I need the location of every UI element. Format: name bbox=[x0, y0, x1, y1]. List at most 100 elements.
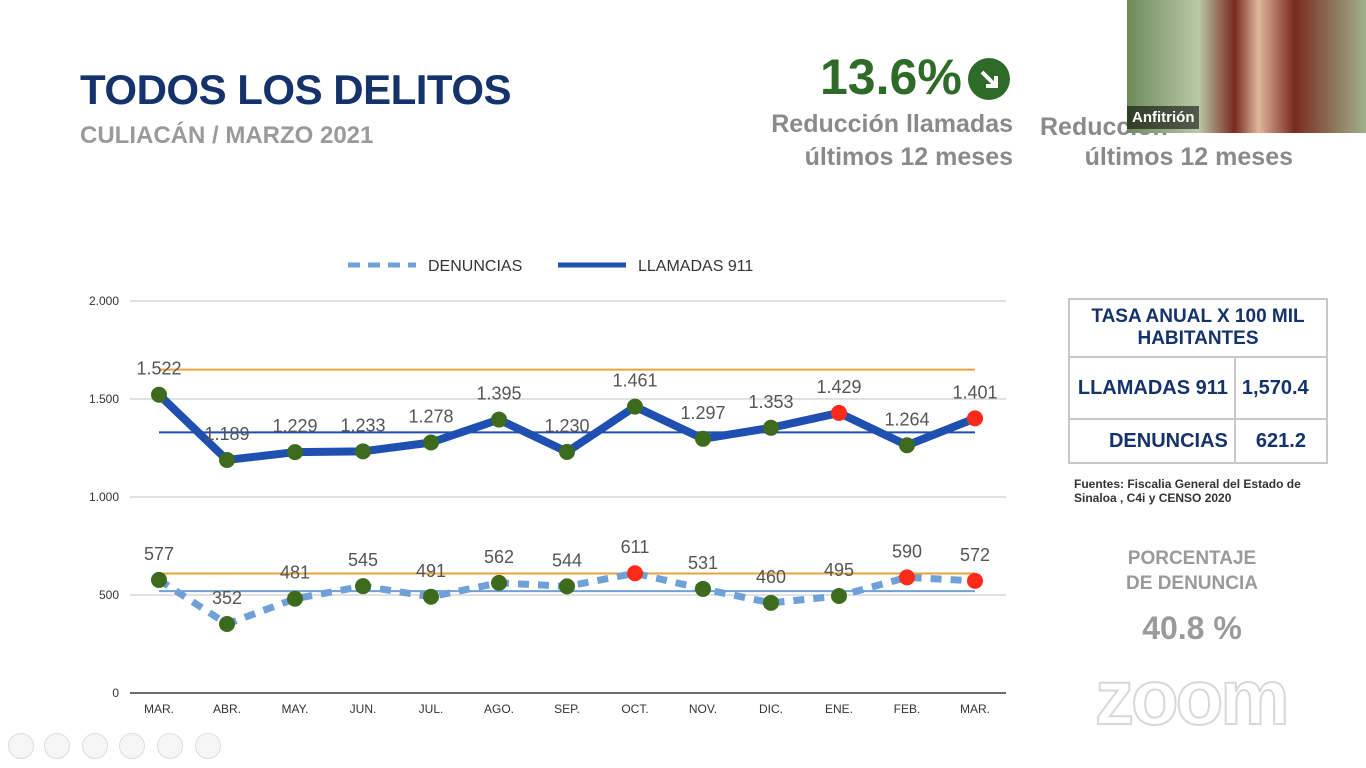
x-tick-label: JUN. bbox=[350, 702, 377, 716]
x-tick-label: MAY. bbox=[282, 702, 309, 716]
data-point bbox=[287, 444, 303, 461]
data-point bbox=[287, 590, 303, 607]
data-point bbox=[151, 386, 167, 403]
y-tick-label: 1.500 bbox=[89, 392, 119, 406]
data-point bbox=[355, 578, 371, 595]
y-tick-label: 1.000 bbox=[89, 490, 119, 504]
zoom-watermark: zoom bbox=[1094, 652, 1291, 742]
data-point bbox=[627, 565, 643, 582]
data-point bbox=[763, 419, 779, 436]
data-point bbox=[423, 588, 439, 605]
data-point bbox=[899, 437, 915, 454]
data-label: 562 bbox=[484, 547, 514, 567]
data-label: 491 bbox=[416, 561, 446, 581]
data-label: 352 bbox=[212, 588, 242, 608]
more-button[interactable] bbox=[195, 733, 221, 759]
x-tick-label: JUL. bbox=[419, 702, 444, 716]
data-point bbox=[899, 569, 915, 586]
data-point bbox=[491, 574, 507, 591]
data-label: 1.522 bbox=[136, 359, 181, 379]
data-label: 531 bbox=[688, 553, 718, 573]
data-label: 1.353 bbox=[748, 392, 793, 412]
kpi-value: 13.6% bbox=[820, 49, 962, 105]
legend-label: LLAMADAS 911 bbox=[638, 258, 753, 275]
table-cell: DENUNCIAS bbox=[1068, 418, 1236, 464]
data-point bbox=[695, 430, 711, 447]
data-point bbox=[355, 443, 371, 460]
x-tick-label: FEB. bbox=[894, 702, 921, 716]
data-label: 1.229 bbox=[272, 416, 317, 436]
next-button[interactable] bbox=[44, 733, 70, 759]
x-tick-label: NOV. bbox=[689, 702, 717, 716]
data-point bbox=[967, 410, 983, 427]
data-label: 1.401 bbox=[952, 382, 997, 402]
table-title: TASA ANUAL X 100 MIL HABITANTES bbox=[1068, 298, 1328, 358]
data-point bbox=[831, 587, 847, 604]
pen-button[interactable] bbox=[82, 733, 108, 759]
data-label: 611 bbox=[621, 537, 650, 557]
data-label: 1.429 bbox=[816, 377, 861, 397]
zoom-button[interactable] bbox=[157, 733, 183, 759]
data-label: 1.233 bbox=[340, 415, 385, 435]
data-point bbox=[763, 594, 779, 611]
data-point bbox=[491, 411, 507, 428]
data-label: 545 bbox=[348, 550, 378, 570]
arrow bbox=[980, 70, 998, 88]
down-arrow-icon bbox=[968, 58, 1010, 100]
data-point bbox=[627, 398, 643, 415]
data-label: 1.230 bbox=[544, 416, 589, 436]
x-tick-label: OCT. bbox=[621, 702, 648, 716]
data-point bbox=[219, 616, 235, 633]
table-cell: 1,570.4 bbox=[1233, 356, 1329, 420]
x-tick-label: ABR. bbox=[213, 702, 241, 716]
data-point bbox=[695, 580, 711, 597]
data-point bbox=[219, 451, 235, 468]
x-tick-label: MAR. bbox=[144, 702, 174, 716]
percentage-value: 40.8 % bbox=[1142, 610, 1242, 646]
data-label: 1.461 bbox=[612, 371, 657, 391]
data-point bbox=[559, 578, 575, 595]
x-tick-label: DIC. bbox=[759, 702, 783, 716]
x-tick-label: ENE. bbox=[825, 702, 853, 716]
data-point bbox=[423, 434, 439, 451]
data-point bbox=[559, 443, 575, 460]
x-tick-label: AGO. bbox=[484, 702, 514, 716]
data-label: 1.278 bbox=[408, 407, 453, 427]
data-label: 590 bbox=[892, 541, 922, 561]
y-tick-label: 500 bbox=[99, 588, 119, 602]
kpi-caption: Reducción llamadas bbox=[771, 110, 1013, 138]
legend-label: DENUNCIAS bbox=[428, 258, 522, 275]
kpi-caption: últimos 12 meses bbox=[804, 143, 1013, 171]
data-label: 1.395 bbox=[476, 384, 521, 404]
kpi-caption-2: últimos 12 meses bbox=[1084, 143, 1293, 171]
chart: 0 500 1.000 1.500 2.000 MAR. ABR. MAY. JUN. JUL. A… bbox=[89, 258, 1006, 716]
prev-button[interactable] bbox=[8, 733, 34, 759]
source-note: Fuentes: Fiscalia General del Estado de … bbox=[1074, 477, 1301, 505]
table-cell: LLAMADAS 911 bbox=[1068, 356, 1236, 420]
x-tick-label: SEP. bbox=[554, 702, 580, 716]
percentage-label: DE DENUNCIA bbox=[1126, 573, 1258, 594]
slide-title: TODOS LOS DELITOS bbox=[80, 66, 512, 113]
y-tick-label: 2.000 bbox=[89, 294, 119, 308]
data-point bbox=[967, 572, 983, 589]
data-label: 577 bbox=[144, 544, 174, 564]
rate-table: TASA ANUAL X 100 MIL HABITANTES LLAMADAS… bbox=[1068, 298, 1329, 464]
data-label: 1.264 bbox=[884, 409, 929, 429]
data-label: 1.297 bbox=[680, 403, 725, 423]
x-tick-label: MAR. bbox=[960, 702, 990, 716]
data-label: 481 bbox=[280, 563, 310, 583]
slide-subtitle: CULIACÁN / MARZO 2021 bbox=[80, 122, 374, 149]
data-point bbox=[831, 404, 847, 421]
y-tick-label: 0 bbox=[112, 686, 119, 700]
participant-name: Anfitrión bbox=[1127, 106, 1200, 129]
data-label: 544 bbox=[552, 550, 582, 570]
slides-button[interactable] bbox=[119, 733, 145, 759]
data-label: 572 bbox=[960, 545, 990, 565]
data-label: 1.189 bbox=[204, 424, 249, 444]
data-label: 460 bbox=[756, 567, 786, 587]
percentage-label: PORCENTAJE bbox=[1127, 548, 1257, 569]
data-point bbox=[151, 571, 167, 588]
table-cell: 621.2 bbox=[1233, 418, 1329, 464]
data-label: 495 bbox=[824, 560, 854, 580]
